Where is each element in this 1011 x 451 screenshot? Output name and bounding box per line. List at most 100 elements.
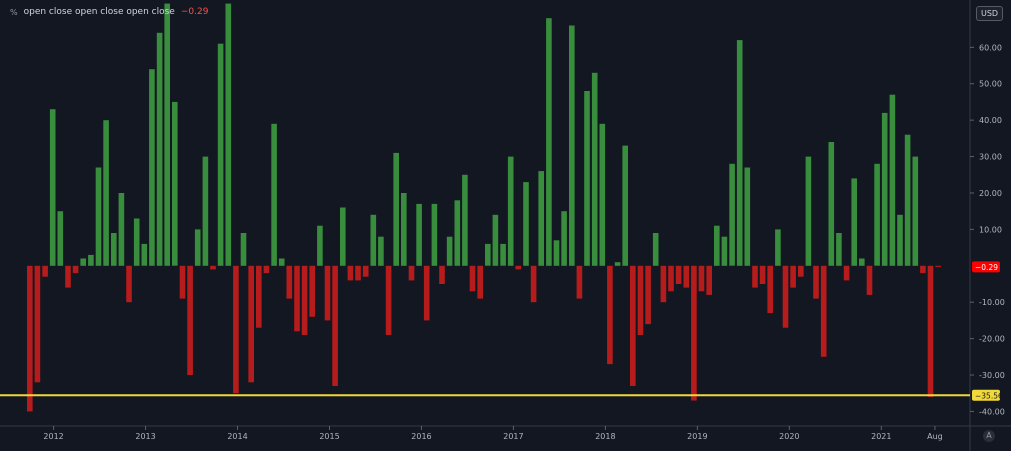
bar[interactable] (141, 243, 148, 266)
bar[interactable] (256, 265, 262, 328)
bar[interactable] (866, 265, 873, 295)
bar[interactable] (95, 167, 102, 266)
bar[interactable] (103, 120, 109, 266)
bar[interactable] (133, 218, 140, 266)
bar[interactable] (80, 258, 86, 266)
bar[interactable] (805, 156, 812, 266)
bar[interactable] (179, 265, 186, 299)
bar[interactable] (210, 265, 216, 270)
bar[interactable] (752, 265, 758, 288)
bar[interactable] (431, 203, 438, 266)
bar[interactable] (347, 265, 354, 281)
bar[interactable] (118, 193, 125, 266)
bar[interactable] (721, 236, 728, 266)
bar[interactable] (675, 265, 682, 284)
bar[interactable] (34, 265, 41, 383)
bar[interactable] (408, 265, 415, 281)
bar[interactable] (240, 233, 247, 266)
bar[interactable] (599, 123, 606, 266)
bar[interactable] (317, 225, 323, 266)
bar[interactable] (828, 142, 835, 266)
bar[interactable] (851, 178, 857, 266)
bar[interactable] (706, 265, 712, 295)
bar[interactable] (515, 265, 522, 270)
bar[interactable] (935, 265, 941, 267)
bar[interactable] (569, 25, 575, 266)
bar[interactable] (912, 156, 919, 266)
bar[interactable] (744, 167, 751, 266)
bar[interactable] (156, 32, 163, 266)
bar[interactable] (614, 262, 621, 266)
bar[interactable] (782, 265, 789, 328)
bar[interactable] (683, 265, 690, 288)
bar[interactable] (645, 265, 651, 325)
bar[interactable] (691, 265, 697, 401)
bar[interactable] (72, 265, 79, 274)
bar[interactable] (332, 265, 338, 386)
bar[interactable] (423, 265, 430, 321)
bar[interactable] (500, 243, 506, 266)
bar[interactable] (149, 69, 155, 266)
bar[interactable] (591, 72, 598, 266)
bar[interactable] (775, 229, 781, 266)
bar[interactable] (416, 203, 422, 266)
bar[interactable] (477, 265, 483, 299)
bar[interactable] (660, 265, 667, 303)
bar[interactable] (897, 214, 903, 266)
bar[interactable] (294, 265, 300, 332)
bar[interactable] (836, 233, 842, 266)
bar[interactable] (530, 265, 537, 303)
time-axis-panel[interactable] (0, 426, 970, 451)
bar[interactable] (340, 207, 346, 266)
bar[interactable] (798, 265, 804, 277)
bar[interactable] (385, 265, 392, 335)
bar[interactable] (652, 233, 659, 266)
bar[interactable] (393, 152, 399, 266)
bar[interactable] (553, 240, 560, 266)
bar[interactable] (920, 265, 926, 274)
bar[interactable] (217, 43, 224, 266)
bar[interactable] (843, 265, 850, 281)
bar[interactable] (42, 265, 48, 277)
bar[interactable] (698, 265, 705, 292)
bar[interactable] (248, 265, 254, 383)
bar[interactable] (630, 265, 636, 386)
bar[interactable] (57, 211, 64, 266)
bar[interactable] (576, 265, 583, 299)
bar[interactable] (286, 265, 293, 299)
bar[interactable] (507, 156, 514, 266)
bar[interactable] (714, 225, 720, 266)
bar[interactable] (736, 40, 743, 266)
bar[interactable] (263, 265, 270, 274)
bar[interactable] (446, 236, 453, 266)
bar[interactable] (767, 265, 773, 314)
bar[interactable] (187, 265, 193, 375)
bar[interactable] (49, 109, 56, 266)
bar[interactable] (202, 156, 209, 266)
bar[interactable] (927, 265, 934, 397)
bar[interactable] (126, 265, 132, 303)
bar[interactable] (378, 236, 384, 266)
bar[interactable] (790, 265, 796, 288)
bar[interactable] (309, 265, 315, 317)
bar[interactable] (370, 214, 377, 266)
bar[interactable] (469, 265, 476, 292)
bar[interactable] (454, 200, 461, 266)
bar[interactable] (523, 182, 529, 266)
bar[interactable] (401, 193, 407, 266)
bar[interactable] (65, 265, 71, 288)
bar[interactable] (278, 258, 285, 266)
bar[interactable] (362, 265, 369, 277)
bar[interactable] (538, 171, 544, 266)
bar[interactable] (584, 91, 590, 266)
bar[interactable] (668, 265, 674, 292)
bar[interactable] (172, 101, 178, 266)
bar[interactable] (859, 258, 865, 266)
bar[interactable] (324, 265, 331, 321)
bar[interactable] (27, 265, 33, 412)
bar[interactable] (225, 3, 232, 266)
bar[interactable] (462, 174, 468, 266)
bar[interactable] (889, 94, 896, 266)
bar[interactable] (111, 233, 117, 266)
bar[interactable] (233, 265, 239, 394)
